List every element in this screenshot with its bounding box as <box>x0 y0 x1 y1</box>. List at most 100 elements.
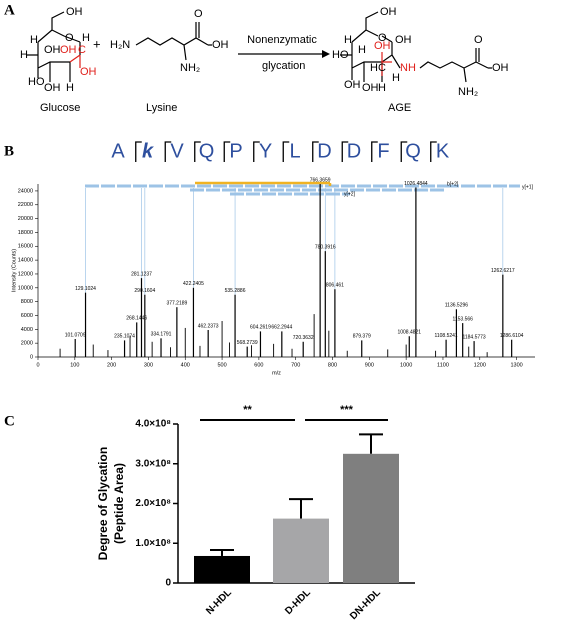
residue: K <box>436 140 450 162</box>
y-tick-label: 2.0×10⁸ <box>135 498 171 509</box>
fragment-bracket <box>312 141 319 162</box>
x-tick-label: 500 <box>217 362 226 368</box>
atom: H <box>66 82 74 94</box>
fragment-bracket <box>135 141 142 162</box>
peak-label: 1136.5296 <box>445 303 468 309</box>
peak-label: 290.1604 <box>134 288 155 294</box>
y-axis-label: (Peptide Area) <box>112 463 126 544</box>
x-tick-label: 800 <box>328 362 337 368</box>
bonds <box>381 52 392 76</box>
residue: P <box>229 140 242 162</box>
residue: F <box>377 140 389 162</box>
y-tick-label: 18000 <box>18 230 33 236</box>
fragment-bracket <box>164 141 172 162</box>
arrow-text: Nonenzymatic <box>247 34 317 46</box>
atom: HO <box>28 76 45 88</box>
fragment-bracket <box>371 141 378 162</box>
fragment-bracket <box>430 141 437 162</box>
x-tick-label: 200 <box>107 362 116 368</box>
panel-label: C <box>4 413 15 429</box>
y-tick-label: 4000 <box>21 327 33 333</box>
residue: D <box>347 140 361 162</box>
y-tick-label: 0 <box>165 578 171 589</box>
x-tick-label: D-HDL <box>283 587 313 617</box>
atom: H <box>20 49 28 61</box>
residue: k <box>142 140 154 162</box>
x-tick-label: 700 <box>291 362 300 368</box>
y-tick-label: 16000 <box>18 244 33 250</box>
peak-label: 462.2373 <box>198 323 219 329</box>
atom: OH <box>80 66 97 78</box>
residue: Q <box>405 140 421 162</box>
atom: NH₂ <box>458 86 478 98</box>
atom: OH <box>362 82 379 94</box>
y-axis-label: Degree of Glycation <box>96 447 110 560</box>
atom: HO <box>332 49 349 61</box>
atom: H <box>370 62 378 74</box>
fragment-bracket <box>194 141 201 162</box>
peak-label: 334.1791 <box>151 332 172 338</box>
ion-label: b[+2] <box>447 181 459 187</box>
residue: V <box>170 140 184 162</box>
peak-label: 879.379 <box>353 334 371 340</box>
peak-label: 1184.5773 <box>462 334 485 340</box>
compound-name: Lysine <box>146 102 177 114</box>
atom: OH <box>60 44 77 56</box>
peak-label: 806.461 <box>326 283 344 289</box>
peak-label: 235.1074 <box>114 334 135 340</box>
x-tick-label: 1000 <box>400 362 412 368</box>
y-axis-label: Intensity (Counts) <box>11 249 17 292</box>
significance: ** <box>243 404 252 416</box>
atom: H₂N <box>110 39 130 51</box>
peak-label: 422.2405 <box>183 281 204 287</box>
peak-label: 281.1237 <box>131 271 152 277</box>
atom: OH <box>374 40 391 52</box>
atom: O <box>194 8 203 20</box>
peak-label: 1026.4844 <box>404 181 428 187</box>
bar <box>273 518 329 583</box>
peak-label: 268.1446 <box>126 316 147 322</box>
peak-label: 1262.6217 <box>491 268 515 274</box>
ion-label: y[+2] <box>344 191 356 197</box>
arrow-text: glycation <box>262 60 305 72</box>
peak-label: 101.0709 <box>65 332 86 338</box>
y-tick-label: 2000 <box>21 341 33 347</box>
bonds <box>26 11 81 82</box>
peak-label: 129.1024 <box>75 286 96 292</box>
fragment-bracket <box>400 141 408 162</box>
x-tick-label: N-HDL <box>204 587 234 617</box>
y-tick-label: 8000 <box>21 299 33 305</box>
fragment-bracket <box>253 141 260 162</box>
x-tick-label: 300 <box>144 362 153 368</box>
panel-c: 0 1.0×10⁸ 2.0×10⁸ 3.0×10⁸ 4.0×10⁸ Degree of G… <box>96 404 415 622</box>
x-axis-label: m/z <box>272 370 281 376</box>
y-tick-label: 10000 <box>18 285 33 291</box>
atom: O <box>474 34 483 46</box>
peak-label: 535.2886 <box>225 288 246 294</box>
bar <box>194 555 250 583</box>
atom: O <box>378 32 387 44</box>
atom: H <box>30 34 38 46</box>
y-tick-label: 3.0×10⁸ <box>135 458 171 469</box>
atom: OH <box>380 6 397 18</box>
residue: Q <box>199 140 215 162</box>
atom: OH <box>492 62 509 74</box>
x-tick-label: 1200 <box>474 362 486 368</box>
atom: OH <box>66 6 83 18</box>
atom: OH <box>44 44 61 56</box>
compound-name: Glucose <box>40 102 80 114</box>
arrow-head <box>322 50 330 58</box>
x-tick-label: 0 <box>36 362 39 368</box>
peak-label: 1008.4821 <box>397 330 421 336</box>
x-tick-label: 1100 <box>437 362 449 368</box>
atom: C <box>78 44 86 56</box>
fragment-bracket <box>223 141 231 162</box>
atom: H <box>392 72 400 84</box>
atom: NH₂ <box>180 62 200 74</box>
peak-label: 780.3916 <box>315 244 336 250</box>
x-tick-label: 600 <box>254 362 263 368</box>
atom: OH <box>212 39 229 51</box>
fragment-bracket <box>341 141 349 162</box>
peak-label: 1153.566 <box>452 316 473 322</box>
